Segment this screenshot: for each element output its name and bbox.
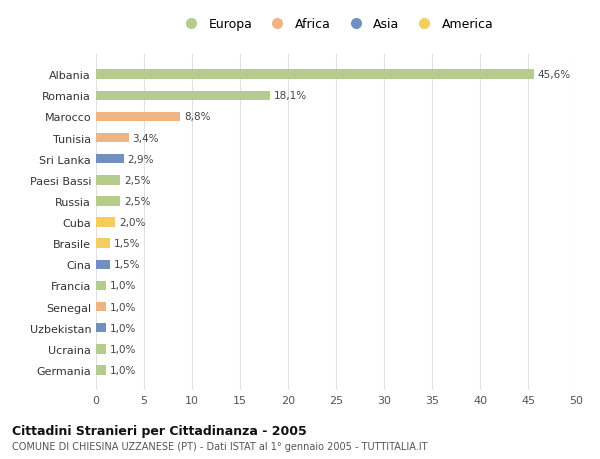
Bar xyxy=(96,91,270,101)
Text: 2,5%: 2,5% xyxy=(124,196,151,207)
Bar xyxy=(96,260,110,269)
Text: 1,0%: 1,0% xyxy=(109,323,136,333)
Bar xyxy=(96,134,128,143)
Text: 1,0%: 1,0% xyxy=(109,344,136,354)
Legend: Europa, Africa, Asia, America: Europa, Africa, Asia, America xyxy=(175,14,497,35)
Bar xyxy=(96,197,120,206)
Bar xyxy=(96,112,181,122)
Text: 2,0%: 2,0% xyxy=(119,218,145,228)
Text: 1,0%: 1,0% xyxy=(109,281,136,291)
Bar xyxy=(96,70,534,80)
Text: 1,0%: 1,0% xyxy=(109,302,136,312)
Text: 1,5%: 1,5% xyxy=(114,260,141,270)
Text: 8,8%: 8,8% xyxy=(184,112,211,122)
Bar xyxy=(96,365,106,375)
Bar xyxy=(96,218,115,227)
Text: 45,6%: 45,6% xyxy=(538,70,571,80)
Bar xyxy=(96,155,124,164)
Bar xyxy=(96,176,120,185)
Bar xyxy=(96,302,106,312)
Bar xyxy=(96,323,106,333)
Text: 1,0%: 1,0% xyxy=(109,365,136,375)
Text: 2,5%: 2,5% xyxy=(124,175,151,185)
Text: Cittadini Stranieri per Cittadinanza - 2005: Cittadini Stranieri per Cittadinanza - 2… xyxy=(12,424,307,437)
Text: 2,9%: 2,9% xyxy=(128,154,154,164)
Text: COMUNE DI CHIESINA UZZANESE (PT) - Dati ISTAT al 1° gennaio 2005 - TUTTITALIA.IT: COMUNE DI CHIESINA UZZANESE (PT) - Dati … xyxy=(12,441,427,451)
Text: 3,4%: 3,4% xyxy=(133,133,159,143)
Text: 18,1%: 18,1% xyxy=(274,91,307,101)
Bar xyxy=(96,344,106,354)
Bar xyxy=(96,281,106,291)
Bar xyxy=(96,239,110,248)
Text: 1,5%: 1,5% xyxy=(114,239,141,249)
